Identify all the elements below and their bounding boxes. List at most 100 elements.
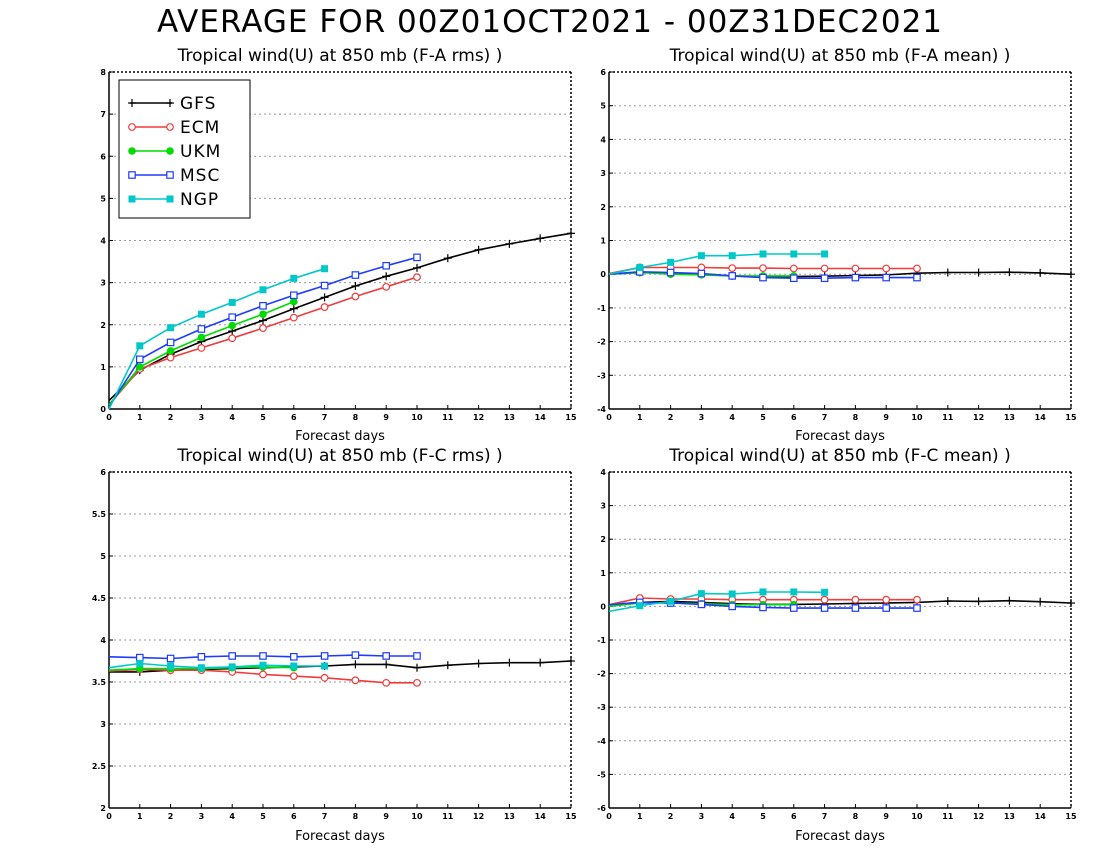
x-tick-label: 6 [791,413,797,422]
data-point-gfs [1067,270,1075,279]
x-tick-label: 8 [853,413,859,422]
legend-marker [128,147,136,155]
y-tick-label: 6 [100,468,106,477]
legend-marker [166,123,174,131]
data-point-gfs [943,597,952,606]
data-point-gfs [1036,597,1045,606]
data-point-ngp [259,286,267,294]
data-point-gfs [474,659,483,668]
data-point-ngp [759,588,767,596]
data-point-msc [166,338,175,347]
legend-marker [128,123,136,131]
series-msc [108,651,421,663]
x-tick-label: 5 [260,413,266,422]
data-point-ecm [259,670,267,679]
y-tick-label: 1 [600,569,606,578]
data-point-gfs [443,661,452,670]
data-point-ecm [789,264,798,273]
data-point-gfs [567,657,575,665]
x-tick-label: 7 [822,812,828,821]
data-point-ngp [728,252,736,260]
x-tick-label: 3 [199,812,205,821]
data-point-ngp [290,274,298,282]
x-tick-label: 14 [1035,413,1047,422]
data-point-msc [820,274,829,283]
legend-marker [128,99,136,107]
data-point-ecm [351,676,360,685]
data-point-ngp [167,662,175,670]
data-point-gfs [413,263,421,272]
data-point-msc [728,272,737,280]
x-tick-label: 14 [535,812,547,821]
y-tick-label: 8 [100,68,106,77]
legend-label: NGP [180,190,219,210]
data-point-msc [413,652,421,660]
data-point-gfs [974,268,983,277]
data-point-ecm [759,264,767,273]
x-tick-label: 10 [411,812,423,821]
y-tick-label: 2.5 [92,762,107,771]
data-point-ecm [413,273,421,282]
series-line-ecm [108,276,418,406]
data-point-ecm [882,264,891,273]
x-tick-label: 0 [606,812,612,821]
y-tick-label: -3 [597,371,606,380]
series-ukm [108,297,298,406]
panel-title: Tropical wind(U) at 850 mb (F-C mean) ) [668,446,1010,466]
x-tick-label: 0 [106,413,112,422]
data-point-msc [351,271,360,279]
data-point-ngp [821,588,829,596]
data-point-msc [789,274,798,283]
data-point-msc [197,652,206,661]
series-ecm [108,273,421,406]
data-point-msc [166,654,175,663]
x-tick-label: 1 [137,812,143,821]
data-point-ecm [728,264,737,273]
x-tick-label: 10 [411,413,423,422]
data-point-ngp [197,664,205,672]
data-point-msc [197,325,206,333]
data-point-ecm [259,324,267,333]
series-line-ngp [608,253,825,275]
data-point-ngp [321,662,329,670]
y-tick-label: -6 [597,804,606,813]
chart-legend: GFS ECM UKM MSC NGP [118,79,251,219]
series-ngp [608,588,829,613]
legend-item-ukm: UKM [128,142,220,162]
data-point-gfs [536,234,545,243]
legend-label: ECM [180,118,220,138]
x-tick-label: 1 [137,413,143,422]
x-tick-label: 10 [911,812,923,821]
x-tick-label: 7 [322,812,328,821]
x-tick-label: 11 [442,812,454,821]
x-tick-label: 4 [729,812,735,821]
data-point-msc [697,269,706,278]
data-point-ngp [228,663,236,671]
series-line-ngp [608,591,825,613]
legend-label: GFS [180,94,216,114]
data-point-msc [413,253,421,262]
data-point-gfs [320,293,329,302]
x-tick-label: 2 [168,812,174,821]
data-point-msc [697,600,706,609]
data-point-msc [259,652,267,660]
legend-item-gfs: GFS [128,94,216,114]
y-tick-label: -1 [597,304,606,313]
y-tick-label: 6 [600,68,606,77]
x-tick-label: 15 [1065,413,1077,422]
x-tick-label: 15 [565,413,577,422]
y-tick-label: 2 [100,321,106,330]
y-tick-label: 3 [100,720,106,729]
data-point-msc [820,604,829,612]
x-tick-label: 9 [883,812,889,821]
data-point-gfs [1036,268,1045,277]
y-tick-label: -2 [597,338,606,347]
y-tick-label: 6 [100,152,106,161]
data-point-ecm [289,313,298,322]
y-tick-label: 3 [100,279,106,288]
data-point-ngp [821,250,829,258]
legend-item-ecm: ECM [128,118,220,138]
y-tick-label: 2 [600,535,606,544]
data-point-ngp [136,342,144,350]
